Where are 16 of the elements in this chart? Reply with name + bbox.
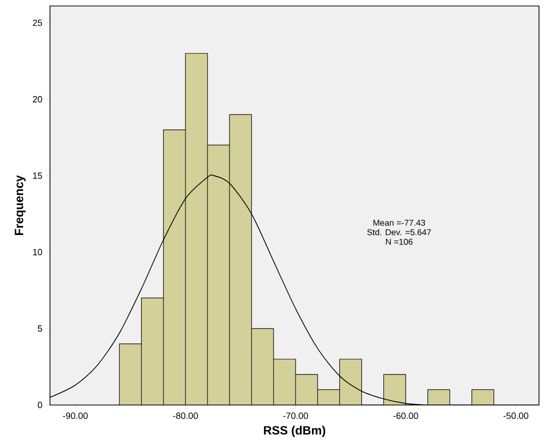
y-tick-label: 0 <box>38 402 42 408</box>
x-tick-label: -60.00 <box>393 412 418 419</box>
x-tick-label: -50.00 <box>504 412 528 419</box>
x-axis-title: RSS (dBm) <box>264 426 326 437</box>
y-axis-title: Frequency <box>14 175 26 236</box>
y-tick-label: 5 <box>38 325 42 332</box>
y-tick-label: 20 <box>32 96 42 102</box>
annotation: Std. Dev. =5.647 <box>367 229 431 236</box>
annotation: Mean =-77.43 <box>373 220 426 226</box>
y-tick-label: 10 <box>33 248 42 256</box>
y-tick-label: 15 <box>33 172 42 179</box>
x-tick-label: -70.00 <box>283 412 308 419</box>
x-tick-label: -80.00 <box>173 412 198 419</box>
y-tick-label: 25 <box>32 20 42 26</box>
annotation: N =106 <box>386 238 413 245</box>
x-tick-label: -90.00 <box>62 412 88 419</box>
